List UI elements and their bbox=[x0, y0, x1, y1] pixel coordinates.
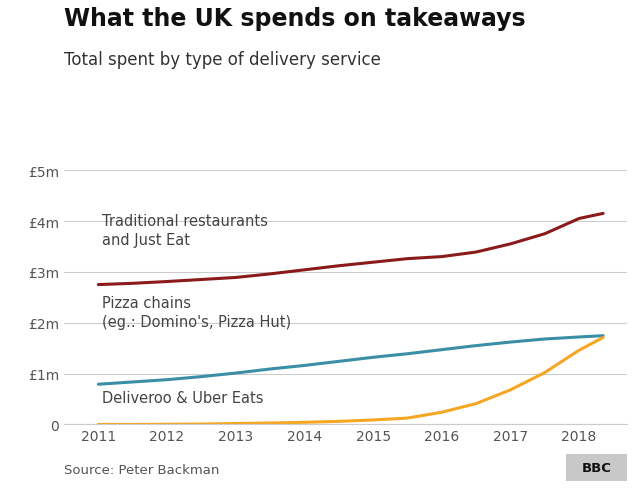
Text: Traditional restaurants
and Just Eat: Traditional restaurants and Just Eat bbox=[102, 213, 268, 248]
Text: BBC: BBC bbox=[582, 461, 611, 474]
Text: Deliveroo & Uber Eats: Deliveroo & Uber Eats bbox=[102, 390, 263, 405]
Text: Total spent by type of delivery service: Total spent by type of delivery service bbox=[64, 51, 381, 69]
Text: Pizza chains
(eg.: Domino's, Pizza Hut): Pizza chains (eg.: Domino's, Pizza Hut) bbox=[102, 295, 291, 330]
Text: What the UK spends on takeaways: What the UK spends on takeaways bbox=[64, 7, 525, 31]
FancyBboxPatch shape bbox=[566, 454, 627, 481]
Text: Source: Peter Backman: Source: Peter Backman bbox=[64, 463, 220, 476]
